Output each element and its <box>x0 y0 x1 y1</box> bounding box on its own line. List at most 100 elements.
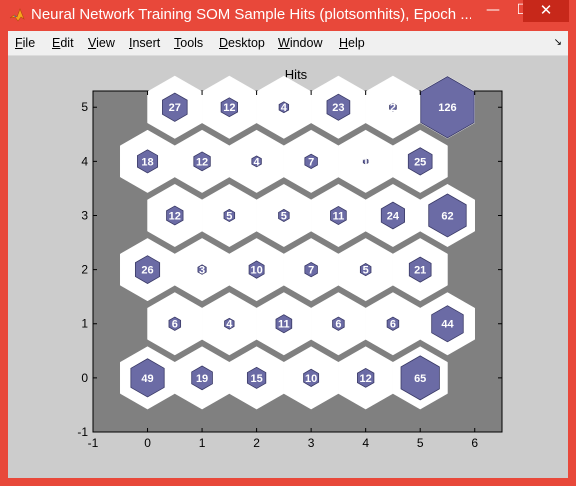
x-tick-label: 6 <box>471 436 478 450</box>
menu-edit[interactable]: Edit <box>52 36 74 50</box>
hit-count-label: 6 <box>335 319 341 331</box>
menu-file-rest: ile <box>22 36 36 50</box>
hit-count-label: 12 <box>223 102 235 114</box>
hit-hex <box>134 255 161 284</box>
hit-count-label: 5 <box>226 210 232 222</box>
menu-file[interactable]: File <box>15 36 36 50</box>
figure-canvas: Hits 49 19 15 10 12 65 6 4 11 6 6 44 26 3 10 7 5 21 12 5 5 11… <box>8 56 568 478</box>
x-tick-label: 5 <box>417 436 424 450</box>
hit-count-label: 24 <box>387 210 400 222</box>
hit-hex <box>304 153 318 170</box>
hit-count-label: 7 <box>308 156 314 168</box>
hit-hex <box>389 102 397 112</box>
hit-hex <box>428 193 467 238</box>
hit-count-label: 12 <box>196 156 208 168</box>
dock-arrow-icon[interactable]: ↘ <box>553 37 562 48</box>
close-button[interactable]: ✕ <box>523 0 569 22</box>
menu-insert[interactable]: Insert <box>129 36 161 50</box>
hit-hex <box>246 366 267 389</box>
hit-count-label: 10 <box>250 265 262 277</box>
chart-title: Hits <box>285 67 308 82</box>
minimize-button[interactable]: — <box>486 2 500 18</box>
hit-hex <box>407 147 433 176</box>
menu-tools[interactable]: Tools <box>174 36 204 50</box>
hit-hex <box>304 261 318 278</box>
hit-count-label: 4 <box>254 156 261 168</box>
hit-count-label: 3 <box>199 265 205 277</box>
x-tick-label: 2 <box>253 436 260 450</box>
hit-hex <box>193 151 211 172</box>
hit-hex <box>251 155 262 168</box>
hit-hex <box>400 355 440 401</box>
hit-count-label: 5 <box>363 265 369 277</box>
hit-count-label: 18 <box>141 156 153 168</box>
hit-hex <box>162 92 188 122</box>
hit-count-label: 11 <box>333 210 345 222</box>
hit-hex <box>386 316 400 331</box>
hit-count-label: 12 <box>360 373 372 385</box>
hit-count-label: 126 <box>438 102 456 114</box>
y-tick-label: -1 <box>77 425 88 439</box>
hit-count-label: 15 <box>250 373 262 385</box>
y-tick-label: 1 <box>81 317 88 331</box>
hit-hex <box>166 205 184 226</box>
hit-count-label: 6 <box>172 319 178 331</box>
hit-hex <box>357 367 375 388</box>
hit-hex <box>278 101 290 114</box>
hit-hex <box>191 365 213 391</box>
hit-hex <box>197 264 207 275</box>
matlab-icon <box>9 8 25 22</box>
hit-count-label: 44 <box>441 319 454 331</box>
hit-hex <box>223 208 236 223</box>
hit-hex <box>362 158 369 165</box>
hit-count-label: 65 <box>414 373 426 385</box>
window-client: File Edit View Insert Tools Desktop Wind… <box>8 31 568 478</box>
menu-view[interactable]: View <box>88 36 115 50</box>
hit-hex <box>380 201 405 230</box>
x-tick-label: 3 <box>308 436 315 450</box>
hit-count-label: 5 <box>281 210 287 222</box>
hit-count-label: 10 <box>305 373 317 385</box>
menu-window[interactable]: Window <box>278 36 323 50</box>
hit-count-label: 1 <box>363 156 369 168</box>
hit-count-label: 2 <box>390 102 396 114</box>
hit-count-label: 7 <box>308 265 314 277</box>
hit-count-label: 27 <box>169 102 181 114</box>
hit-count-label: 4 <box>281 102 288 114</box>
hit-count-label: 19 <box>196 373 208 385</box>
hit-hex <box>275 314 293 334</box>
hit-hex <box>332 316 345 331</box>
hit-hex <box>137 149 159 174</box>
hit-hex <box>224 317 235 330</box>
x-tick-label: 0 <box>144 436 151 450</box>
y-tick-label: 4 <box>81 154 88 168</box>
hit-count-label: 21 <box>414 265 426 277</box>
hit-count-label: 12 <box>169 210 181 222</box>
hit-hex <box>431 305 464 343</box>
hit-hex <box>130 358 165 398</box>
hit-count-label: 62 <box>441 210 453 222</box>
title-bar: Neural Network Training SOM Sample Hits … <box>0 0 576 31</box>
hit-hex <box>326 93 351 121</box>
hit-count-label: 25 <box>414 156 426 168</box>
hit-count-label: 6 <box>390 319 396 331</box>
hit-hex <box>359 263 372 277</box>
hit-hex <box>248 260 265 279</box>
menu-help[interactable]: Help <box>339 36 365 50</box>
hit-count-label: 11 <box>278 319 290 331</box>
hit-count-label: 26 <box>141 265 153 277</box>
window-title: Neural Network Training SOM Sample Hits … <box>31 6 471 23</box>
y-tick-label: 5 <box>81 100 88 114</box>
menu-desktop[interactable]: Desktop <box>219 36 265 50</box>
hit-hex <box>408 256 432 283</box>
hit-hex <box>220 97 238 118</box>
hit-hex <box>278 208 290 223</box>
hit-hex <box>330 205 347 226</box>
hit-hex <box>420 76 475 139</box>
x-tick-label: 4 <box>362 436 369 450</box>
hit-hex <box>303 368 320 387</box>
